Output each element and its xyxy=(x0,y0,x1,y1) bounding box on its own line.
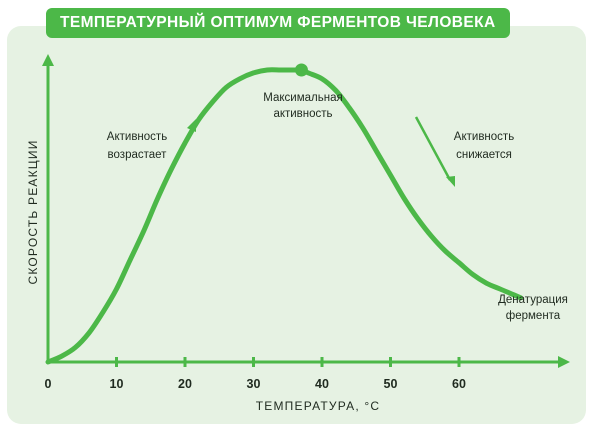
chart-title: ТЕМПЕРАТУРНЫЙ ОПТИМУМ ФЕРМЕНТОВ ЧЕЛОВЕКА xyxy=(46,8,510,38)
y-axis-title: СКОРОСТЬ РЕАКЦИИ xyxy=(26,139,40,284)
annotation-denaturation-line1: Денатурация xyxy=(498,294,568,306)
axes xyxy=(42,54,570,368)
x-tick-label-20: 20 xyxy=(178,377,192,391)
x-tick-label-30: 30 xyxy=(247,377,261,391)
x-tick-label-10: 10 xyxy=(110,377,124,391)
annotation-falling-line2: снижается xyxy=(456,149,512,161)
annotation-denaturation-line2: фермента xyxy=(506,310,561,322)
x-axis-title: ТЕМПЕРАТУРА, °С xyxy=(256,399,381,413)
chart-panel xyxy=(7,26,586,424)
annotation-peak-line2: активность xyxy=(273,108,332,120)
falling-arrow xyxy=(414,116,455,187)
x-tick-label-50: 50 xyxy=(384,377,398,391)
annotation-peak-line1: Максимальная xyxy=(263,92,342,104)
annotation-rising-line1: Активность xyxy=(107,131,167,143)
rising-arrow xyxy=(159,119,196,192)
x-ticks xyxy=(115,357,461,367)
annotation-falling-line1: Активность xyxy=(454,131,514,143)
y-axis-arrow xyxy=(42,54,54,66)
x-tick-label-0: 0 xyxy=(45,377,52,391)
x-tick-label-60: 60 xyxy=(452,377,466,391)
x-tick-labels: 0 10 20 30 40 50 60 xyxy=(45,377,466,391)
peak-marker xyxy=(294,63,308,77)
activity-curve xyxy=(45,67,524,365)
annotation-rising-line2: возрастает xyxy=(108,149,168,161)
x-axis-arrow xyxy=(558,356,570,368)
x-tick-label-40: 40 xyxy=(315,377,329,391)
